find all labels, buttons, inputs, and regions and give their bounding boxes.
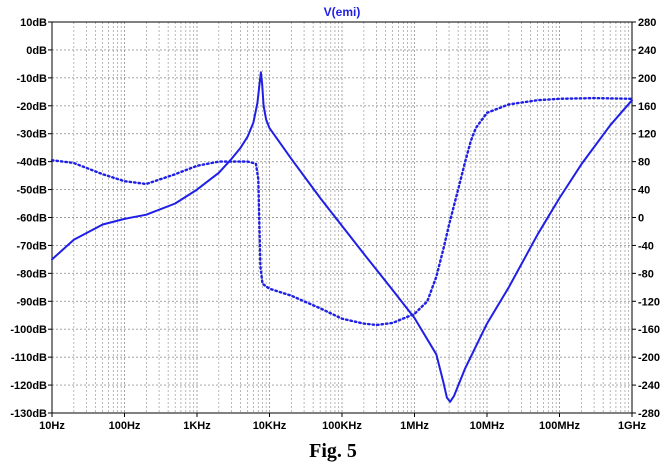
left-tick-label: -120dB bbox=[10, 380, 47, 392]
left-tick-label: -90dB bbox=[16, 296, 47, 308]
left-tick-label: -10dB bbox=[16, 73, 47, 85]
bode-plot: 10dB 0dB -10dB -20dB -30dB -40dB -50dB -60dB -70… bbox=[10, 5, 660, 432]
right-tick-label: -160 bbox=[638, 324, 660, 336]
right-tick-label: -80 bbox=[638, 268, 654, 280]
left-tick-label: 0dB bbox=[26, 45, 47, 57]
left-tick-label: -20dB bbox=[16, 101, 47, 113]
x-tick-label: 1GHz bbox=[618, 420, 647, 432]
x-tick-label: 10KHz bbox=[253, 420, 287, 432]
right-tick-label: -40 bbox=[638, 240, 654, 252]
right-tick-label: 40 bbox=[638, 185, 650, 197]
x-axis-labels: 10Hz 100Hz 1KHz 10KHz 100KHz 1MHz 10MHz 100MHz 1… bbox=[39, 413, 647, 432]
right-tick-label: 0 bbox=[638, 213, 644, 225]
right-tick-label: 280 bbox=[638, 17, 656, 29]
right-tick-label: -120 bbox=[638, 296, 660, 308]
chart-title: V(emi) bbox=[324, 5, 361, 19]
x-tick-label: 100MHz bbox=[539, 420, 580, 432]
right-tick-label: -280 bbox=[638, 408, 660, 420]
left-tick-label: -60dB bbox=[16, 213, 47, 225]
right-axis-labels: 280 240 200 160 120 80 40 0 -40 -80 -120 -160 -200 -2… bbox=[632, 17, 660, 420]
left-tick-label: -110dB bbox=[11, 352, 47, 364]
right-tick-label: 160 bbox=[638, 101, 656, 113]
right-tick-label: -200 bbox=[638, 352, 660, 364]
x-tick-label: 10Hz bbox=[39, 420, 65, 432]
x-tick-label: 100KHz bbox=[322, 420, 362, 432]
right-tick-label: -240 bbox=[638, 380, 660, 392]
x-tick-label: 1MHz bbox=[400, 420, 429, 432]
left-tick-label: -50dB bbox=[16, 185, 47, 197]
x-tick-label: 100Hz bbox=[109, 420, 141, 432]
magnitude-trace bbox=[51, 71, 633, 403]
left-axis-labels: 10dB 0dB -10dB -20dB -30dB -40dB -50dB -60dB -70… bbox=[10, 17, 52, 420]
left-tick-label: -100dB bbox=[10, 324, 47, 336]
minor-gridlines bbox=[73, 22, 630, 413]
left-tick-label: 10dB bbox=[20, 17, 47, 29]
series-layer bbox=[50, 71, 634, 403]
left-tick-label: -30dB bbox=[16, 129, 47, 141]
figure-caption: Fig. 5 bbox=[309, 440, 357, 462]
left-tick-label: -70dB bbox=[16, 240, 47, 252]
x-tick-label: 10MHz bbox=[470, 420, 505, 432]
left-tick-label: -40dB bbox=[16, 157, 47, 169]
phase-trace bbox=[50, 96, 634, 327]
major-gridlines bbox=[51, 21, 633, 414]
right-tick-label: 240 bbox=[638, 45, 656, 57]
left-tick-label: -130dB bbox=[10, 408, 47, 420]
right-tick-label: 200 bbox=[638, 73, 656, 85]
left-tick-label: -80dB bbox=[16, 268, 47, 280]
x-tick-label: 1KHz bbox=[183, 420, 211, 432]
right-tick-label: 80 bbox=[638, 157, 650, 169]
right-tick-label: 120 bbox=[638, 129, 656, 141]
